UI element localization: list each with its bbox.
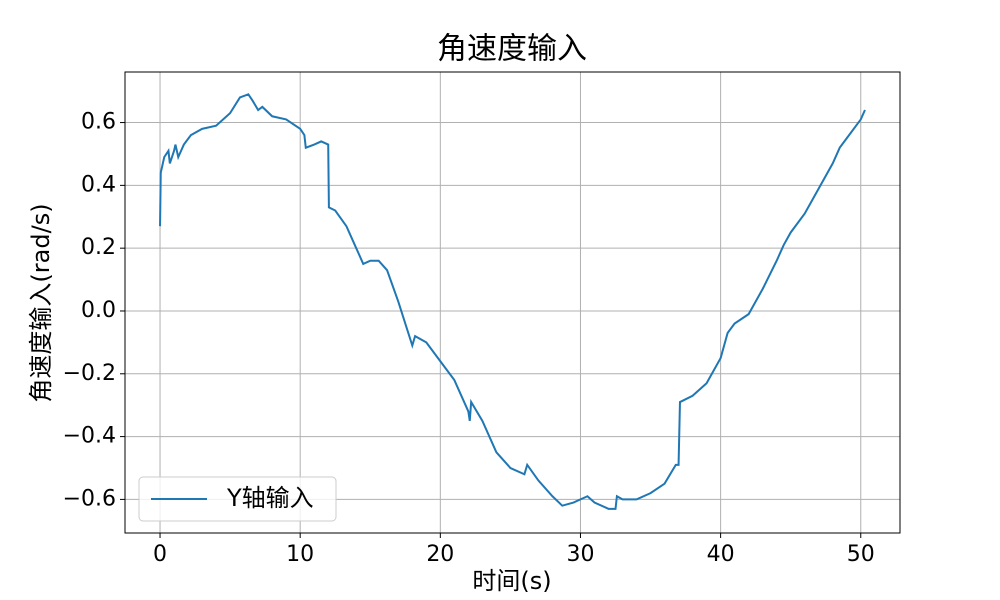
legend-box bbox=[138, 476, 337, 522]
x-tick-label: 0 bbox=[153, 542, 167, 567]
x-axis-label: 时间(s) bbox=[472, 567, 551, 595]
chart-title: 角速度输入 bbox=[437, 32, 587, 67]
y-tick-label: −0.4 bbox=[63, 424, 116, 449]
data-line bbox=[159, 93, 866, 510]
y-tick-label: 0.6 bbox=[81, 110, 116, 135]
x-tick-label: 50 bbox=[847, 542, 875, 567]
y-axis-label: 角速度输入(rad/s) bbox=[27, 203, 55, 402]
x-tick-label: 40 bbox=[707, 542, 735, 567]
y-tick-label: 0.4 bbox=[81, 172, 116, 197]
y-tick-label: −0.6 bbox=[63, 486, 116, 511]
y-tick-label: 0.0 bbox=[81, 298, 116, 323]
x-tick-label: 10 bbox=[286, 542, 314, 567]
plot-frame bbox=[124, 71, 901, 534]
y-tick-label: 0.2 bbox=[81, 235, 116, 260]
x-tick-label: 20 bbox=[426, 542, 454, 567]
legend-label: Y轴输入 bbox=[226, 484, 314, 512]
x-tick-label: 30 bbox=[566, 542, 594, 567]
y-tick-label: −0.2 bbox=[63, 361, 116, 386]
